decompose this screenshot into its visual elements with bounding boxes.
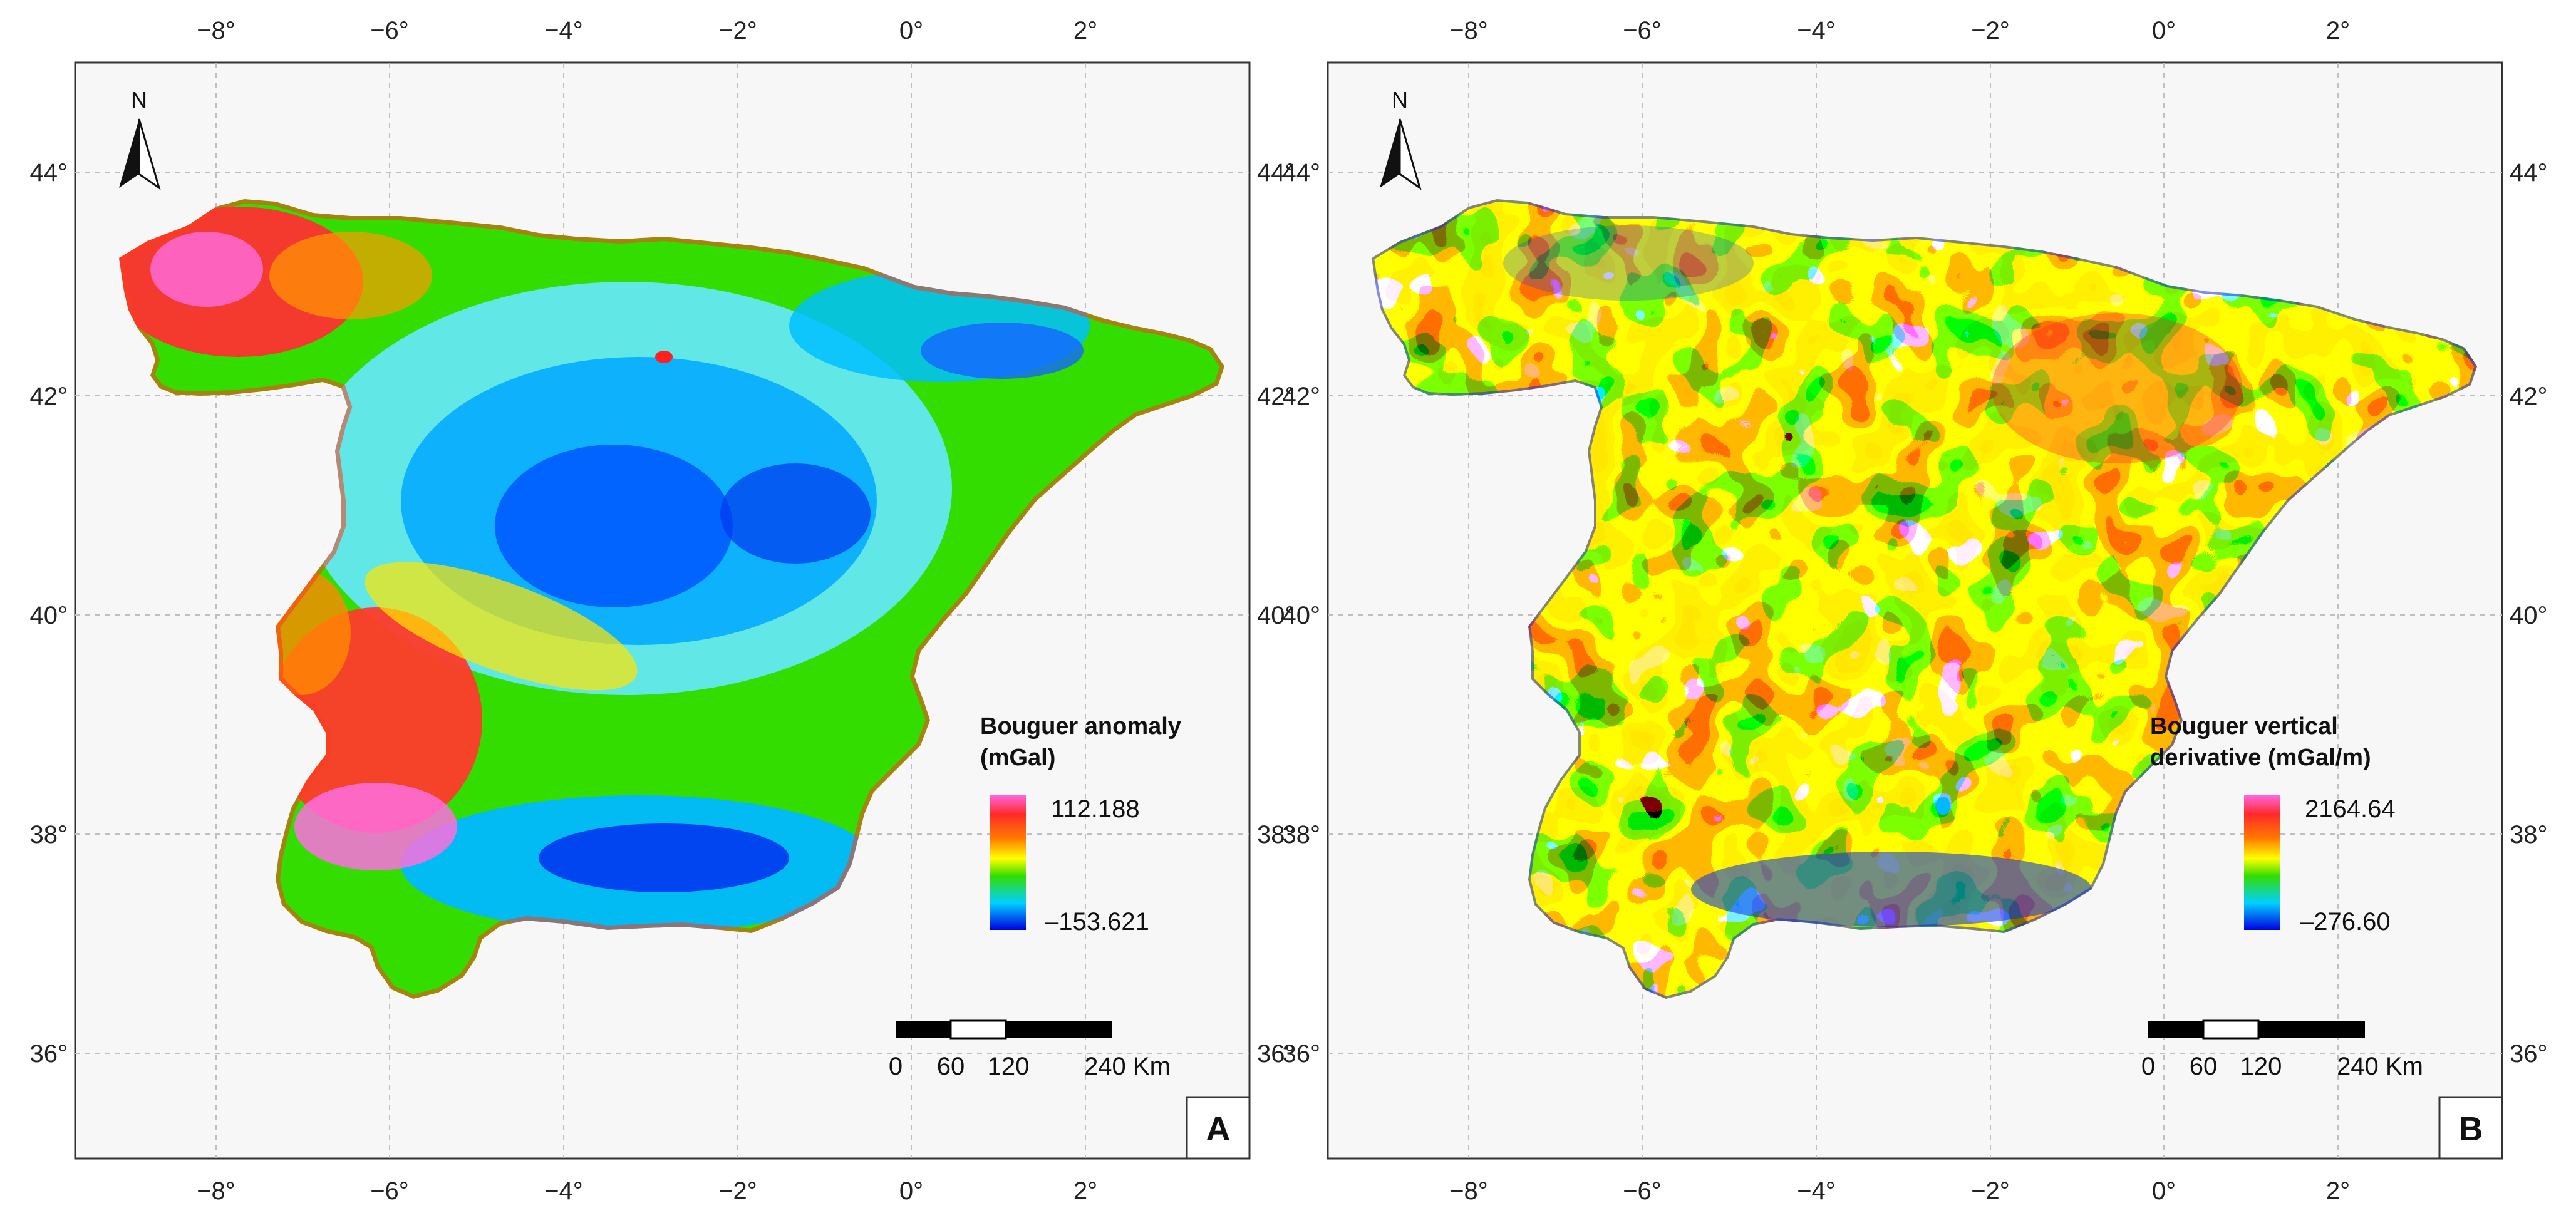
lon-tick-label-bottom: −4°	[544, 1177, 583, 1205]
scale-bar: 0 60 120 240 Km	[2141, 1019, 2423, 1080]
lon-tick-label-top: 2°	[1073, 17, 1097, 44]
scale-label-240: 240 Km	[2337, 1053, 2423, 1080]
north-label: N	[131, 87, 147, 113]
scale-label-120: 120	[988, 1053, 1030, 1080]
legend-title-line1: Bouguer anomaly	[980, 713, 1181, 740]
scale-label-60: 60	[2190, 1053, 2218, 1080]
lon-tick-label-bottom: −2°	[1971, 1177, 2010, 1205]
legend-min: –153.621	[1045, 908, 1149, 936]
axis-ticks: −8° −8° −6° −6° −4° −4° −2° −2° 0° 0° 2° 2° 44° 44° 42…	[30, 17, 1295, 1205]
scale-label-0: 0	[2141, 1053, 2155, 1080]
lat-tick-label-right: 42°	[2510, 383, 2548, 410]
lat-tick-label-left: 36°	[1283, 1040, 1321, 1068]
lat-tick-label-left: 38°	[30, 821, 68, 849]
scale-bar: 0 60 120 240 Km	[889, 1019, 1171, 1080]
legend-min: –276.60	[2300, 908, 2391, 936]
lon-tick-label-top: −6°	[1623, 17, 1662, 44]
scale-label-60: 60	[937, 1053, 965, 1080]
colorbar	[2244, 795, 2280, 930]
north-arrow-icon	[119, 119, 139, 188]
panel-b: N Bouguer vertical derivative (mGal/m) 2…	[1283, 17, 2548, 1205]
lat-tick-label-left: 36°	[30, 1040, 68, 1068]
lon-tick-label-top: 2°	[2326, 17, 2350, 44]
lon-tick-label-top: −4°	[544, 17, 583, 44]
lon-tick-label-top: −8°	[197, 17, 235, 44]
lon-tick-label-bottom: 2°	[1073, 1177, 1097, 1205]
lat-tick-label-right: 36°	[2510, 1040, 2548, 1068]
axis-ticks: −8° −8° −6° −6° −4° −4° −2° −2° 0° 0° 2° 2° 44° 44° 42…	[1283, 17, 2548, 1205]
lat-tick-label-right: 38°	[2510, 821, 2548, 849]
lat-tick-label-right: 42°	[1257, 383, 1295, 410]
lon-tick-label-bottom: −8°	[1449, 1177, 1488, 1205]
lon-tick-label-top: −4°	[1797, 17, 1836, 44]
legend: Bouguer anomaly (mGal) 112.188 –153.621	[980, 713, 1181, 936]
lat-tick-label-right: 44°	[2510, 159, 2548, 187]
legend-title-line2: (mGal)	[980, 745, 1055, 771]
legend: Bouguer vertical derivative (mGal/m) 216…	[2150, 713, 2396, 936]
lat-tick-label-left: 42°	[1283, 383, 1321, 410]
lat-tick-label-left: 40°	[1283, 602, 1321, 629]
lon-tick-label-bottom: −8°	[197, 1177, 235, 1205]
lon-tick-label-bottom: 2°	[2326, 1177, 2350, 1205]
lat-tick-label-right: 44°	[1257, 159, 1295, 187]
panel-a: N Bouguer anomaly (mGal) 112.188 –153.62…	[30, 17, 1295, 1205]
lon-tick-label-top: −8°	[1449, 17, 1488, 44]
legend-max: 2164.64	[2305, 795, 2396, 823]
lat-tick-label-left: 38°	[1283, 821, 1321, 849]
lon-tick-label-top: 0°	[899, 17, 923, 44]
panel-letter-box: B	[2438, 1096, 2503, 1160]
lat-tick-label-right: 40°	[1257, 602, 1295, 629]
lon-tick-label-top: −6°	[370, 17, 409, 44]
lon-tick-label-bottom: −6°	[370, 1177, 409, 1205]
lat-tick-label-right: 36°	[1257, 1040, 1295, 1068]
lon-tick-label-top: 0°	[2152, 17, 2176, 44]
legend-title-line2: derivative (mGal/m)	[2150, 745, 2371, 771]
north-arrow-icon	[1380, 119, 1400, 188]
lon-tick-label-top: −2°	[718, 17, 757, 44]
lat-tick-label-right: 38°	[1257, 821, 1295, 849]
scale-label-240: 240 Km	[1084, 1053, 1171, 1080]
panel-letter: A	[1206, 1110, 1231, 1148]
north-label: N	[1392, 87, 1408, 113]
lat-tick-label-left: 44°	[30, 159, 68, 187]
lat-tick-label-left: 44°	[1283, 159, 1321, 187]
scale-label-120: 120	[2240, 1053, 2282, 1080]
lat-tick-label-left: 40°	[30, 602, 68, 629]
bouguer-anomaly-field	[119, 199, 1224, 999]
lon-tick-label-top: −2°	[1971, 17, 2010, 44]
scale-label-0: 0	[889, 1053, 903, 1080]
colorbar	[990, 795, 1026, 930]
lon-tick-label-bottom: −2°	[718, 1177, 757, 1205]
lat-tick-label-left: 42°	[30, 383, 68, 410]
lon-tick-label-bottom: 0°	[2152, 1177, 2176, 1205]
legend-title-line1: Bouguer vertical	[2150, 713, 2338, 740]
north-arrow: N	[119, 87, 161, 190]
panel-letter-box: A	[1186, 1096, 1251, 1160]
lon-tick-label-bottom: −4°	[1797, 1177, 1836, 1205]
legend-max: 112.188	[1051, 795, 1140, 823]
lat-tick-label-right: 40°	[2510, 602, 2548, 629]
panel-letter: B	[2459, 1110, 2483, 1148]
lon-tick-label-bottom: 0°	[899, 1177, 923, 1205]
north-arrow: N	[1380, 87, 1422, 190]
lon-tick-label-bottom: −6°	[1623, 1177, 1662, 1205]
